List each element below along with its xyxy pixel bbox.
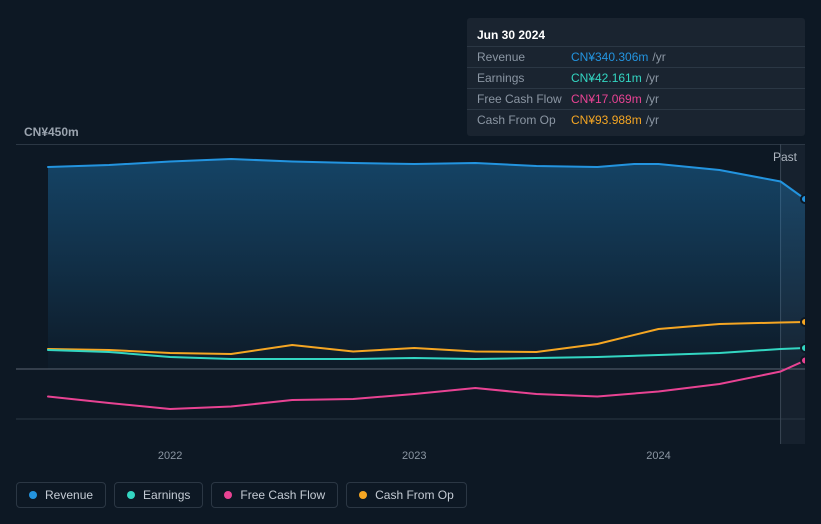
tooltip-row-value: CN¥340.306m — [571, 50, 648, 64]
tooltip-row-value: CN¥93.988m — [571, 113, 642, 127]
y-tick-label: CN¥450m — [24, 125, 79, 139]
tooltip-row: Cash From Op CN¥93.988m /yr — [467, 110, 805, 130]
legend-item-label: Earnings — [143, 488, 190, 502]
tooltip-row: Free Cash Flow CN¥17.069m /yr — [467, 89, 805, 110]
tooltip-row-label: Revenue — [477, 50, 571, 64]
legend-item-label: Cash From Op — [375, 488, 454, 502]
legend-item-label: Free Cash Flow — [240, 488, 325, 502]
tooltip-row-value: CN¥42.161m — [571, 71, 642, 85]
tooltip-row-label: Free Cash Flow — [477, 92, 571, 106]
legend-dot-icon — [359, 491, 367, 499]
tooltip-row-unit: /yr — [646, 71, 659, 85]
legend-item-label: Revenue — [45, 488, 93, 502]
x-tick-label: 2024 — [646, 450, 670, 462]
legend-item-cash-from-op[interactable]: Cash From Op — [346, 482, 467, 508]
legend-dot-icon — [224, 491, 232, 499]
tooltip-row-unit: /yr — [646, 92, 659, 106]
tooltip-row-value: CN¥17.069m — [571, 92, 642, 106]
tooltip-row-unit: /yr — [652, 50, 665, 64]
x-tick-label: 2023 — [402, 450, 426, 462]
chart-tooltip: Jun 30 2024 Revenue CN¥340.306m /yr Earn… — [467, 18, 805, 136]
chart-legend: Revenue Earnings Free Cash Flow Cash Fro… — [16, 482, 467, 508]
x-tick-label: 2022 — [158, 450, 182, 462]
tooltip-row-label: Earnings — [477, 71, 571, 85]
tooltip-row-label: Cash From Op — [477, 113, 571, 127]
tooltip-row: Earnings CN¥42.161m /yr — [467, 68, 805, 89]
legend-item-free-cash-flow[interactable]: Free Cash Flow — [211, 482, 338, 508]
past-label: Past — [773, 150, 797, 164]
financials-chart[interactable] — [16, 144, 805, 444]
legend-item-earnings[interactable]: Earnings — [114, 482, 203, 508]
legend-item-revenue[interactable]: Revenue — [16, 482, 106, 508]
legend-dot-icon — [127, 491, 135, 499]
tooltip-date: Jun 30 2024 — [467, 24, 805, 47]
tooltip-row: Revenue CN¥340.306m /yr — [467, 47, 805, 68]
legend-dot-icon — [29, 491, 37, 499]
tooltip-row-unit: /yr — [646, 113, 659, 127]
